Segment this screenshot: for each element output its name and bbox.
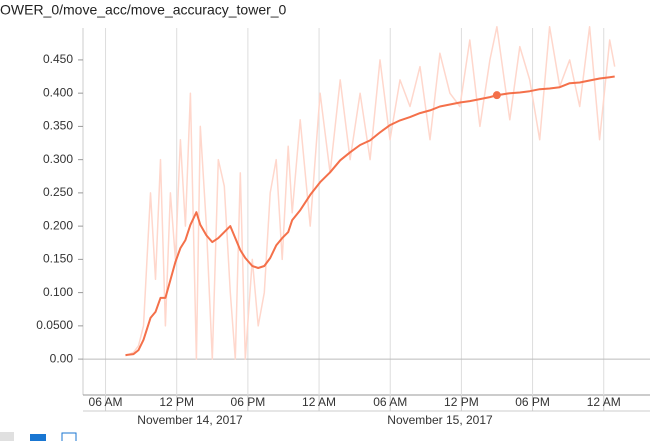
y-tick-label: 0.00 xyxy=(50,351,74,365)
y-tick-label: 0.300 xyxy=(43,152,73,166)
toolbar-icon[interactable] xyxy=(30,434,46,441)
x-tick-label: 06 AM xyxy=(89,395,123,409)
hover-point xyxy=(492,91,501,100)
y-tick-label: 0.100 xyxy=(43,285,73,299)
toolbar-icon[interactable] xyxy=(0,432,14,441)
toolbar-icon[interactable] xyxy=(61,432,77,441)
y-tick-label: 0.350 xyxy=(43,119,73,133)
raw-line xyxy=(125,25,616,360)
chart-title: OWER_0/move_acc/move_accuracy_tower_0 xyxy=(0,2,287,18)
y-tick-label: 0.0500 xyxy=(36,318,73,332)
date-label: November 15, 2017 xyxy=(387,413,493,427)
y-tick-label: 0.250 xyxy=(43,185,73,199)
x-tick-label: 12 PM xyxy=(444,395,479,409)
x-tick-label: 06 PM xyxy=(515,395,550,409)
x-tick-label: 12 AM xyxy=(302,395,336,409)
x-tick-label: 12 PM xyxy=(159,395,194,409)
y-tick-label: 0.200 xyxy=(43,218,73,232)
x-tick-label: 06 PM xyxy=(231,395,266,409)
smoothed-line xyxy=(125,75,615,357)
x-tick-label: 06 AM xyxy=(373,395,407,409)
x-tick-label: 12 AM xyxy=(587,395,621,409)
date-label: November 14, 2017 xyxy=(137,413,243,427)
y-tick-label: 0.450 xyxy=(43,52,73,66)
y-tick-label: 0.150 xyxy=(43,252,73,266)
y-tick-label: 0.400 xyxy=(43,85,73,99)
